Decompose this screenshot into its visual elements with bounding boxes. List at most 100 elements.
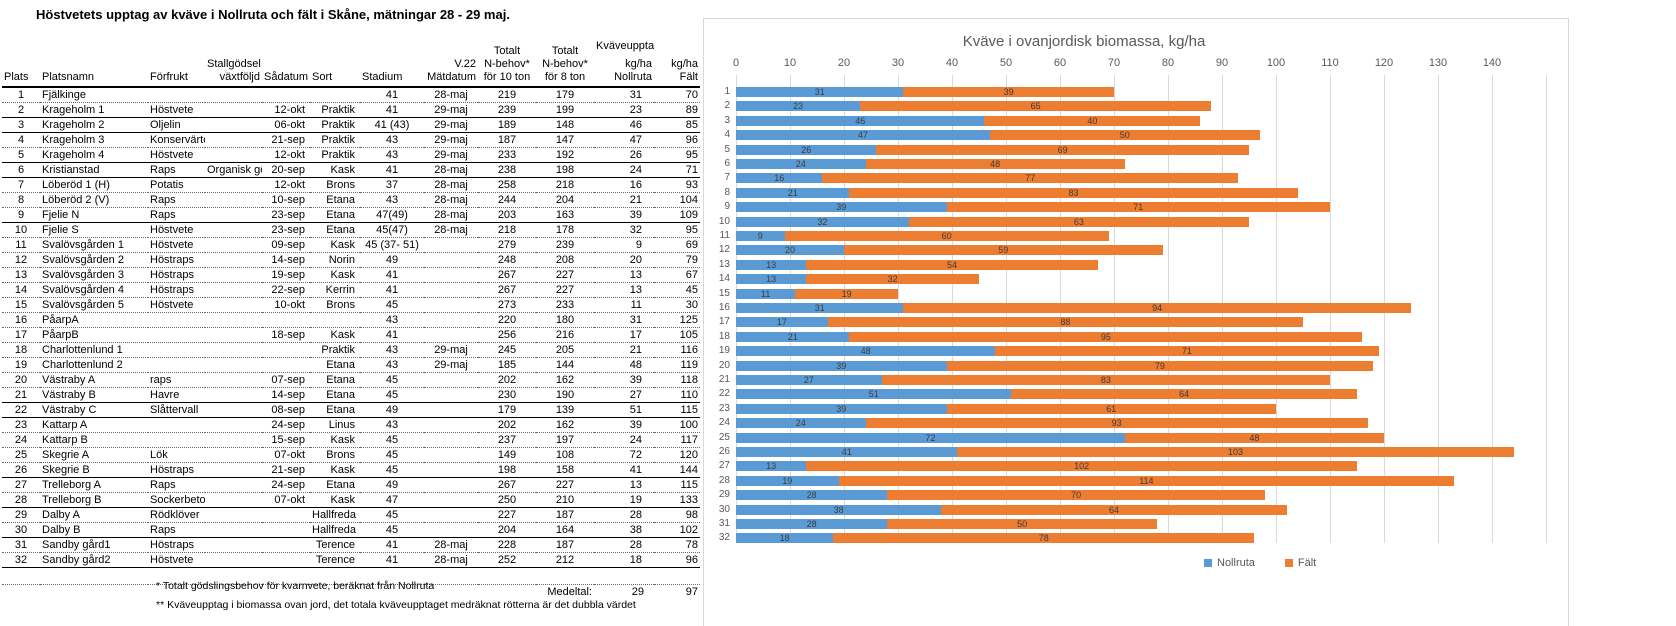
cell-n10: 267 bbox=[478, 267, 536, 283]
cell-stadium: 49 bbox=[360, 477, 424, 493]
cell-sadatum bbox=[262, 507, 310, 523]
cell-nollruta: 39 bbox=[594, 372, 654, 388]
bar-falt bbox=[908, 216, 1249, 227]
cell-plats: 4 bbox=[2, 132, 40, 148]
bar-label: 88 bbox=[1060, 317, 1071, 328]
footnote-1: * Totalt gödslingsbehov för kvarnvete, b… bbox=[156, 580, 435, 592]
cell-nollruta: 31 bbox=[594, 87, 654, 103]
legend-label: Nollruta bbox=[1217, 557, 1255, 569]
category-label: 11 bbox=[719, 230, 730, 241]
cell-nollruta: 32 bbox=[594, 222, 654, 238]
chart-title: Kväve i ovanjordisk biomassa, kg/ha bbox=[962, 33, 1206, 50]
cell-sort: Etana bbox=[310, 477, 360, 493]
category-label: 20 bbox=[718, 359, 730, 371]
bar-label: 41 bbox=[841, 447, 852, 457]
table-row: 18 Charlottenlund 1 Praktik 43 29-maj 245 205 2… bbox=[2, 342, 700, 358]
cell-matdatum bbox=[424, 327, 478, 343]
bar-nollruta bbox=[736, 403, 947, 414]
cell-sadatum: 22-sep bbox=[262, 282, 310, 298]
bar-nollruta bbox=[736, 389, 1012, 400]
category-label: 3 bbox=[724, 114, 730, 126]
cell-platsnamn: Västraby B bbox=[40, 387, 148, 403]
cell-n10: 258 bbox=[478, 177, 536, 193]
cell-sort: Praktik bbox=[310, 342, 360, 358]
bar-nollruta bbox=[736, 432, 1125, 443]
cell-n10: 227 bbox=[478, 507, 536, 523]
bar-nollruta bbox=[736, 331, 850, 342]
cell-stadium: 43 bbox=[360, 342, 424, 358]
table-row: 1 Fjälkinge 41 28-maj 219 179 31 70 bbox=[2, 87, 700, 103]
cell-stallgodsel bbox=[205, 357, 262, 373]
bar-label: 13 bbox=[766, 259, 777, 270]
bar-label: 27 bbox=[803, 375, 814, 385]
bar-label: 16 bbox=[774, 173, 785, 184]
cell-matdatum: 28-maj bbox=[424, 222, 478, 238]
category-label: 18 bbox=[718, 330, 730, 342]
bar-nollruta bbox=[736, 519, 888, 529]
category-label: 7 bbox=[724, 172, 730, 184]
cell-stallgodsel bbox=[205, 312, 262, 328]
cell-forfrukt: Höstraps bbox=[148, 462, 205, 478]
bar-falt bbox=[784, 231, 1109, 241]
cell-n10: 218 bbox=[478, 222, 536, 238]
cell-n8: 233 bbox=[536, 297, 594, 313]
cell-n8: 208 bbox=[536, 252, 594, 268]
cell-forfrukt: Raps bbox=[148, 477, 205, 493]
cell-forfrukt: Höstvete bbox=[148, 102, 205, 118]
cell-sort: Kask bbox=[310, 162, 360, 178]
bar-label: 13 bbox=[766, 274, 777, 285]
cell-platsnamn: Dalby A bbox=[40, 507, 148, 523]
cell-falt: 69 bbox=[654, 237, 700, 253]
cell-forfrukt: Rödklöver bbox=[148, 507, 205, 523]
cell-sadatum: 19-sep bbox=[262, 267, 310, 283]
bar-label: 39 bbox=[836, 403, 847, 414]
bar-label: 13 bbox=[766, 461, 777, 472]
cell-sadatum: 21-sep bbox=[262, 462, 310, 478]
cell-platsnamn: Dalby B bbox=[40, 522, 148, 538]
cell-sadatum bbox=[262, 87, 310, 103]
bar-label: 72 bbox=[925, 432, 936, 443]
cell-n10: 233 bbox=[478, 147, 536, 163]
cell-plats: 24 bbox=[2, 432, 40, 448]
cell-platsnamn: PåarpA bbox=[40, 312, 148, 328]
cell-platsnamn: Charlottenlund 2 bbox=[40, 357, 148, 373]
cell-n10: 245 bbox=[478, 342, 536, 358]
chart: Kväve i ovanjordisk biomassa, kg/ha 0 10 2… bbox=[703, 18, 1569, 626]
cell-plats: 3 bbox=[2, 117, 40, 133]
bar-nollruta bbox=[736, 504, 942, 515]
cell-sadatum: 08-sep bbox=[262, 402, 310, 418]
table-row: 27 Trelleborg A Raps 24-sep Etana 49 267 227 13 1… bbox=[2, 477, 700, 493]
cell-n8: 198 bbox=[536, 162, 594, 178]
cell-sort: Praktik bbox=[310, 117, 360, 133]
cell-nollruta: 38 bbox=[594, 522, 654, 538]
column-header-sort: Sort bbox=[310, 38, 360, 88]
cell-stadium: 41 bbox=[360, 552, 424, 568]
cell-sadatum: 20-sep bbox=[262, 162, 310, 178]
category-label: 26 bbox=[718, 446, 730, 457]
bar-nollruta bbox=[736, 346, 996, 357]
cell-nollruta: 16 bbox=[594, 177, 654, 193]
bar-falt bbox=[806, 274, 979, 285]
column-header-matdatum: V.22 Mätdatum bbox=[424, 38, 478, 88]
x-tick-label: 70 bbox=[1107, 57, 1121, 69]
cell-platsnamn: Svalövsgården 1 bbox=[40, 237, 148, 253]
bar-falt bbox=[860, 101, 1212, 112]
medeltal-row: Medeltal: 29 97 bbox=[2, 585, 700, 600]
bar-label: 38 bbox=[833, 504, 844, 515]
cell-forfrukt: Raps bbox=[148, 192, 205, 208]
category-label: 30 bbox=[718, 503, 730, 515]
cell-stallgodsel bbox=[205, 177, 262, 193]
cell-sadatum bbox=[262, 537, 310, 553]
cell-sort: Hallfreda bbox=[310, 522, 360, 538]
cell-matdatum: 28-maj bbox=[424, 177, 478, 193]
category-label: 5 bbox=[724, 143, 730, 155]
cell-stadium: 43 bbox=[360, 192, 424, 208]
cell-plats: 10 bbox=[2, 222, 40, 238]
cell-platsnamn: Fjelie N bbox=[40, 207, 148, 223]
category-label: 12 bbox=[718, 244, 730, 256]
cell-stallgodsel bbox=[205, 432, 262, 448]
cell-plats: 30 bbox=[2, 522, 40, 538]
cell-stadium: 37 bbox=[360, 177, 424, 193]
